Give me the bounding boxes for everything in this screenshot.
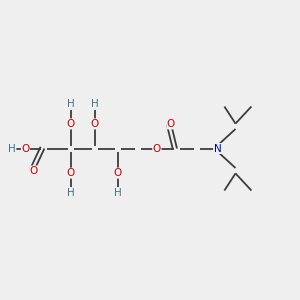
Text: O: O: [21, 143, 30, 154]
Text: O: O: [30, 166, 38, 176]
Text: H: H: [8, 143, 16, 154]
Text: O: O: [66, 168, 75, 178]
Text: O: O: [114, 168, 122, 178]
Text: O: O: [66, 119, 75, 129]
Text: O: O: [153, 143, 161, 154]
Text: H: H: [67, 99, 74, 110]
Text: O: O: [167, 119, 175, 129]
Text: H: H: [114, 188, 122, 198]
Text: O: O: [90, 119, 99, 129]
Text: H: H: [67, 188, 74, 198]
Text: N: N: [214, 143, 221, 154]
Text: H: H: [91, 99, 98, 110]
